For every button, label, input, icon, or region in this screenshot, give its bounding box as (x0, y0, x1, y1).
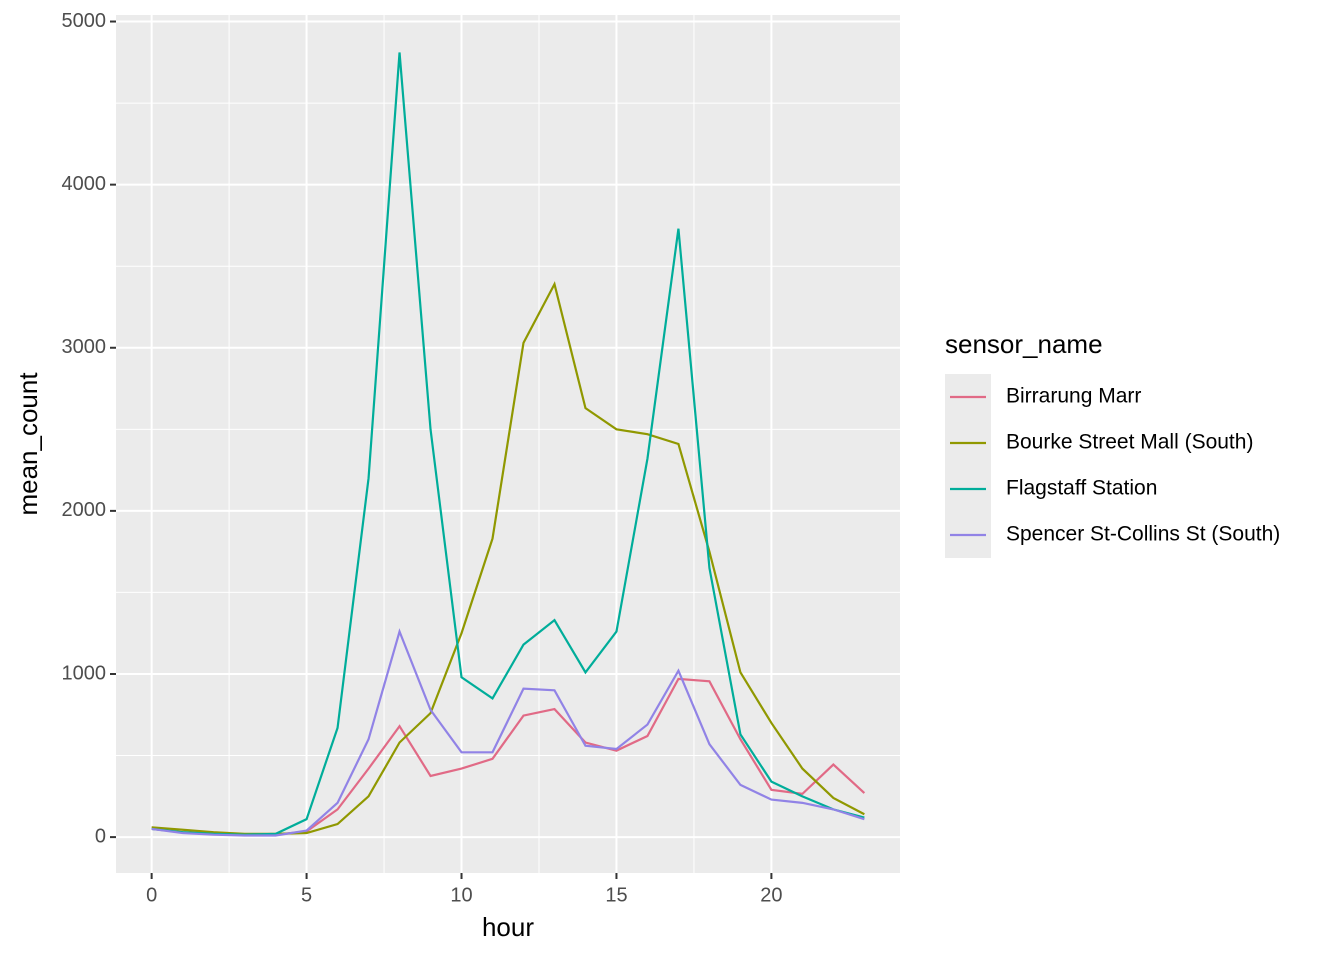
legend-label: Spencer St-Collins St (South) (1006, 523, 1280, 546)
legend-title: sensor_name (945, 329, 1103, 359)
legend-label: Bourke Street Mall (South) (1006, 431, 1253, 454)
y-tick-label: 0 (95, 825, 106, 847)
y-tick-label: 3000 (62, 336, 107, 358)
series-line (151, 52, 865, 836)
y-tick-label: 1000 (62, 662, 107, 684)
x-axis-title: hour (482, 912, 534, 942)
legend-key-bg (945, 374, 991, 558)
x-tick-label: 15 (605, 884, 627, 906)
x-tick-label: 10 (450, 884, 472, 906)
y-axis-title: mean_count (13, 372, 43, 516)
x-tick-label: 5 (301, 884, 312, 906)
y-tick-label: 2000 (62, 499, 107, 521)
x-tick-label: 20 (760, 884, 782, 906)
series-line (151, 628, 865, 837)
y-tick-label: 4000 (62, 173, 107, 195)
legend-label: Flagstaff Station (1006, 477, 1157, 500)
y-tick-label: 5000 (62, 10, 107, 32)
legend-label: Birrarung Marr (1006, 385, 1141, 408)
x-tick-label: 0 (146, 884, 157, 906)
